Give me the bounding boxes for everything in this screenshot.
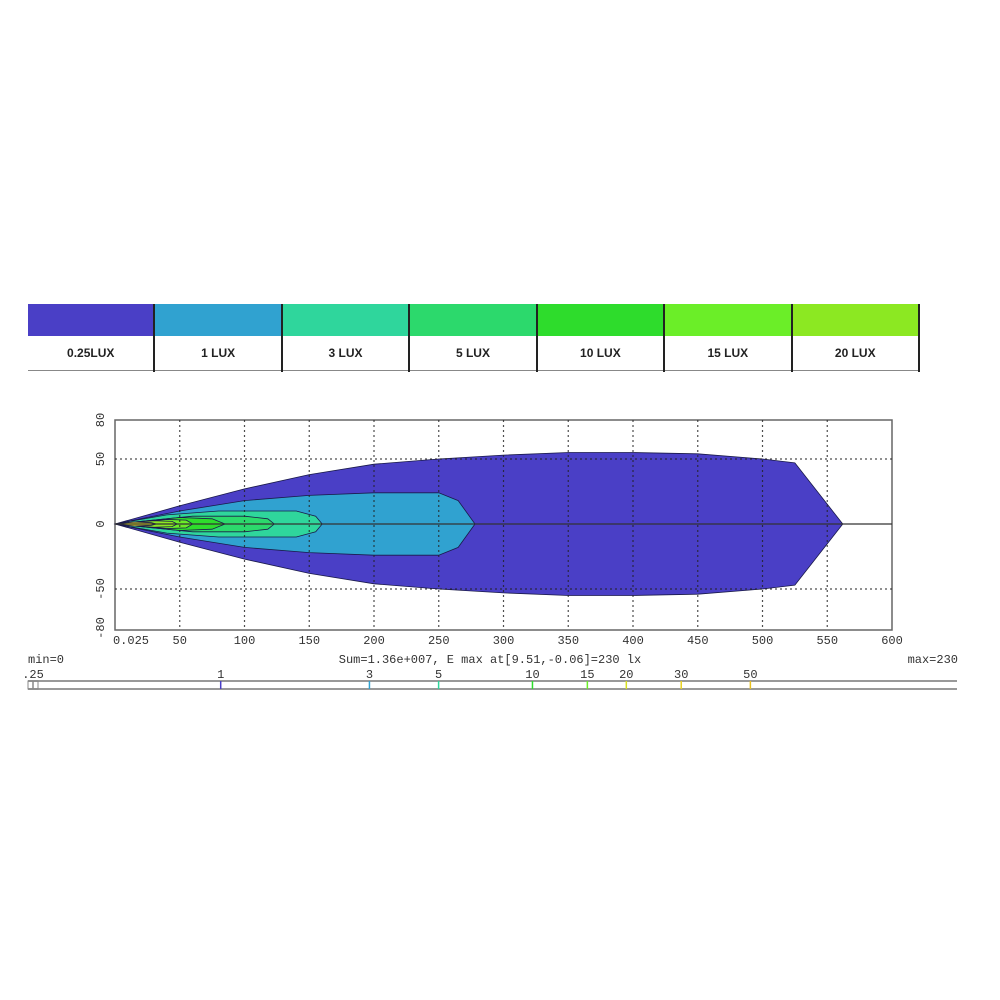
legend-swatch bbox=[155, 304, 281, 336]
scale-tick-label: 20 bbox=[619, 668, 633, 682]
max-label: max=230 bbox=[908, 653, 958, 667]
x-tick-label: 150 bbox=[298, 634, 320, 648]
legend-label: 0.25LUX bbox=[28, 336, 154, 371]
legend-label: 3 LUX bbox=[282, 336, 409, 371]
legend-label: 15 LUX bbox=[665, 336, 791, 371]
legend-swatch bbox=[282, 304, 409, 336]
scale-tick-label: 50 bbox=[743, 668, 757, 682]
y-tick-label: 0 bbox=[94, 520, 108, 527]
y-tick-label: -80 bbox=[94, 617, 108, 639]
legend-item: 3 LUX bbox=[282, 304, 411, 372]
x-tick-label: 450 bbox=[687, 634, 709, 648]
x-tick-label: 250 bbox=[428, 634, 450, 648]
scale-tick-label: .25 bbox=[22, 668, 44, 682]
x-tick-label: 200 bbox=[363, 634, 385, 648]
legend-swatch bbox=[28, 304, 154, 336]
legend-item: 5 LUX bbox=[410, 304, 538, 372]
x-tick-label: 0.025 bbox=[113, 634, 149, 648]
x-tick-label: 350 bbox=[557, 634, 579, 648]
x-tick-label: 300 bbox=[493, 634, 515, 648]
legend-label: 1 LUX bbox=[155, 336, 281, 371]
lux-legend: 0.25LUX 1 LUX 3 LUX 5 LUX 10 LUX 15 LUX 20 LUX bbox=[28, 304, 920, 372]
summary-text: Sum=1.36e+007, E max at[9.51,-0.06]=230 … bbox=[339, 653, 641, 667]
x-tick-label: 500 bbox=[752, 634, 774, 648]
scale-tick-label: 30 bbox=[674, 668, 688, 682]
legend-swatch bbox=[410, 304, 536, 336]
legend-item: 20 LUX bbox=[792, 304, 920, 372]
scale-tick-label: 3 bbox=[366, 668, 373, 682]
legend-swatch bbox=[665, 304, 791, 336]
x-tick-label: 100 bbox=[234, 634, 256, 648]
scale-tick-label: 15 bbox=[580, 668, 594, 682]
scale-tick-label: 5 bbox=[435, 668, 442, 682]
x-tick-label: 400 bbox=[622, 634, 644, 648]
x-tick-label: 600 bbox=[881, 634, 903, 648]
legend-swatch bbox=[537, 304, 664, 336]
legend-label: 20 LUX bbox=[792, 336, 918, 371]
y-tick-label: 80 bbox=[94, 413, 108, 427]
y-tick-label: 50 bbox=[94, 452, 108, 466]
x-tick-label: 50 bbox=[173, 634, 187, 648]
legend-item: 15 LUX bbox=[665, 304, 793, 372]
x-tick-label: 550 bbox=[816, 634, 838, 648]
min-label: min=0 bbox=[28, 653, 64, 667]
legend-item: 0.25LUX bbox=[28, 304, 156, 372]
scale-tick-label: 1 bbox=[217, 668, 224, 682]
legend-item: 1 LUX bbox=[155, 304, 283, 372]
y-tick-label: -50 bbox=[94, 578, 108, 600]
legend-swatch bbox=[792, 304, 918, 336]
legend-label: 10 LUX bbox=[537, 336, 664, 371]
legend-label: 5 LUX bbox=[410, 336, 536, 371]
legend-item: 10 LUX bbox=[537, 304, 666, 372]
scale-tick-label: 10 bbox=[525, 668, 539, 682]
